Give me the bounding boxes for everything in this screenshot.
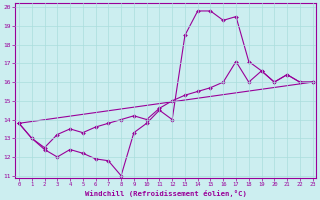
X-axis label: Windchill (Refroidissement éolien,°C): Windchill (Refroidissement éolien,°C): [85, 190, 247, 197]
